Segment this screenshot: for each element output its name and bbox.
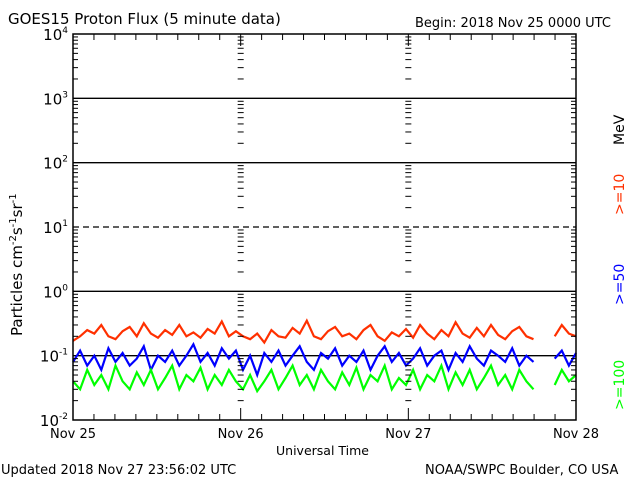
x-axis-label: Universal Time bbox=[276, 443, 369, 458]
chart-title: GOES15 Proton Flux (5 minute data) bbox=[8, 10, 281, 28]
series-line-2 bbox=[72, 362, 535, 394]
legend-entry: >=100 bbox=[612, 360, 628, 410]
credit-label: NOAA/SWPC Boulder, CO USA bbox=[425, 463, 618, 478]
y-tick-label: 10-2 bbox=[40, 412, 68, 430]
x-tick-label: Nov 26 bbox=[218, 427, 264, 442]
x-tick-label: Nov 27 bbox=[385, 427, 431, 442]
x-tick-label: Nov 25 bbox=[50, 427, 96, 442]
begin-label: Begin: 2018 Nov 25 0000 UTC bbox=[415, 16, 611, 31]
y-axis-label: Particles cm-2s-1sr-1 bbox=[8, 193, 26, 336]
x-tick-label: Nov 28 bbox=[553, 427, 599, 442]
y-tick-label: 102 bbox=[43, 155, 68, 173]
unit-label: MeV bbox=[612, 114, 628, 145]
updated-timestamp: Updated 2018 Nov 27 23:56:02 UTC bbox=[1, 463, 236, 478]
series-line-2 bbox=[553, 367, 577, 386]
y-tick-label: 10-1 bbox=[40, 348, 68, 366]
series-line-0 bbox=[553, 323, 577, 338]
y-tick-label: 101 bbox=[43, 219, 68, 237]
series-line-1 bbox=[553, 348, 577, 368]
series-line-1 bbox=[72, 341, 535, 379]
series-line-0 bbox=[72, 318, 534, 345]
y-tick-label: 100 bbox=[43, 283, 68, 301]
y-tick-label: 104 bbox=[43, 26, 68, 44]
y-tick-label: 103 bbox=[43, 90, 68, 108]
legend-entry: >=10 bbox=[612, 174, 628, 215]
legend-entry: >=50 bbox=[612, 264, 628, 305]
